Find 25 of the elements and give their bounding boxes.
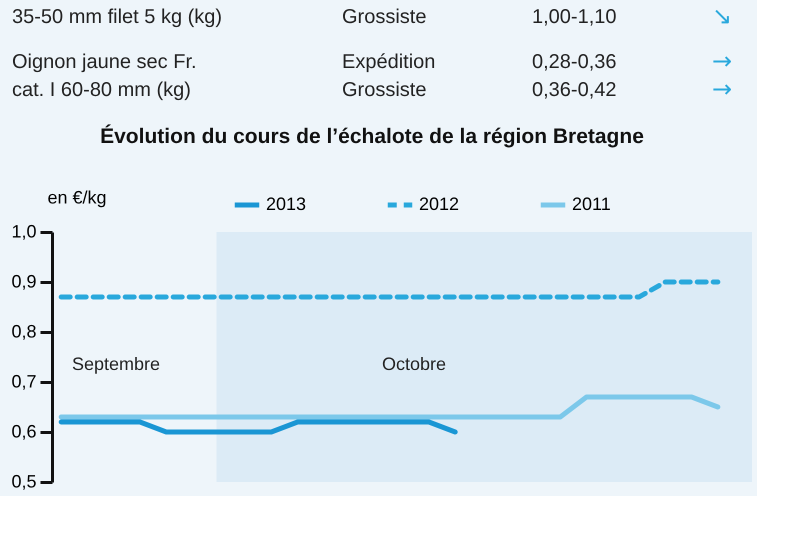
text: 0,36-0,42 bbox=[532, 79, 617, 101]
legend-label: 2011 bbox=[572, 194, 611, 214]
y-tick-label: 1,0 bbox=[11, 222, 36, 242]
y-axis-title: en €/kg bbox=[48, 188, 107, 208]
y-tick-label: 0,9 bbox=[11, 272, 36, 292]
annotation: Septembre bbox=[72, 354, 160, 374]
legend-label: 2013 bbox=[266, 194, 306, 214]
text: Grossiste bbox=[342, 79, 426, 101]
text: ↘ bbox=[712, 2, 732, 30]
chart-title: Évolution du cours de l’échalote de la région Bretagne bbox=[100, 124, 644, 148]
y-tick-label: 0,6 bbox=[11, 422, 36, 442]
y-tick-label: 0,8 bbox=[11, 322, 36, 342]
text: Oignon jaune sec Fr. bbox=[12, 51, 197, 73]
text: 35-50 mm filet 5 kg (kg) bbox=[12, 6, 222, 28]
y-tick-label: 0,7 bbox=[11, 372, 36, 392]
legend-label: 2012 bbox=[419, 194, 460, 214]
text: → bbox=[712, 75, 732, 103]
y-tick-label: 0,5 bbox=[11, 472, 36, 492]
text: Expédition bbox=[342, 51, 436, 73]
text: 1,00-1,10 bbox=[532, 6, 617, 28]
text: 0,28-0,36 bbox=[532, 51, 617, 73]
text: cat. I 60-80 mm (kg) bbox=[12, 79, 191, 101]
annotation: Octobre bbox=[382, 354, 446, 374]
text: Grossiste bbox=[342, 6, 426, 28]
text: → bbox=[712, 47, 732, 75]
